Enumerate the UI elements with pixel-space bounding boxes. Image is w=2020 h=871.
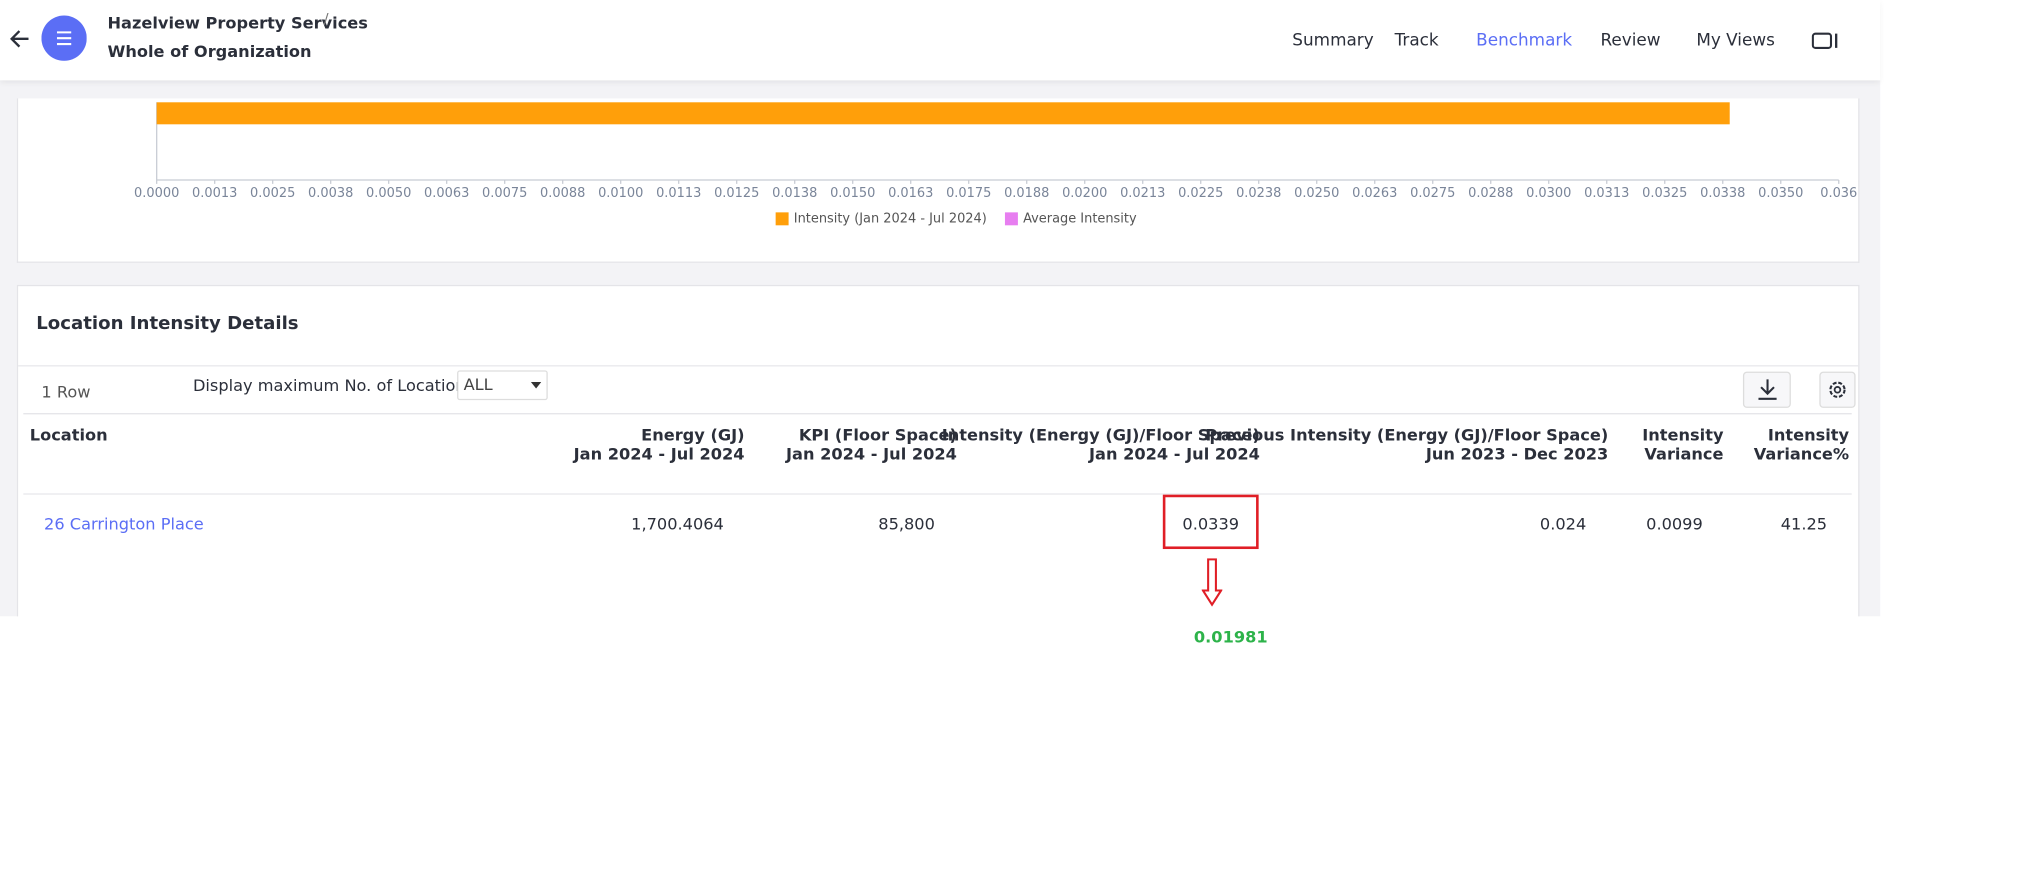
annotation-arrow <box>1201 558 1223 607</box>
divider <box>18 365 1859 367</box>
column-header[interactable]: Previous Intensity (Energy (GJ)/Floor Sp… <box>1205 424 1609 445</box>
table-cell: 1,700.4064 <box>631 514 724 534</box>
x-tick-label: 0.0288 <box>1468 186 1513 201</box>
column-header[interactable]: Energy (GJ) <box>641 424 745 445</box>
x-tick-label: 0.0175 <box>946 186 991 201</box>
x-tick-label: 0.0325 <box>1642 186 1687 201</box>
menu-button[interactable] <box>41 15 87 61</box>
x-tick-label: 0.0063 <box>424 186 469 201</box>
nav-summary[interactable]: Summary <box>1292 31 1374 51</box>
x-tick-label: 0.0300 <box>1526 186 1571 201</box>
x-tick-label: 0.0075 <box>482 186 527 201</box>
column-header[interactable]: Jun 2023 - Dec 2023 <box>1425 444 1609 464</box>
x-tick-label: 0.0013 <box>192 186 237 201</box>
column-header[interactable]: Intensity <box>1767 424 1850 445</box>
column-header[interactable]: Jan 2024 - Jul 2024 <box>573 444 745 464</box>
nav-my-views[interactable]: My Views <box>1696 31 1775 51</box>
column-header[interactable]: Variance% <box>1753 444 1850 464</box>
blank-area <box>0 616 2020 871</box>
dropdown-caret <box>530 381 542 389</box>
nav-track[interactable]: Track <box>1394 31 1439 51</box>
x-tick-label: 0.0025 <box>250 186 295 201</box>
x-tick-label: 0.0050 <box>366 186 411 201</box>
table-top-border <box>23 413 1852 415</box>
x-tick-label: 0.0238 <box>1236 186 1281 201</box>
nav-review[interactable]: Review <box>1600 31 1661 51</box>
column-header[interactable]: Intensity (Energy (GJ)/Floor Space) <box>941 424 1260 445</box>
column-header[interactable]: Variance <box>1644 444 1724 464</box>
x-tick-label: 0.0350 <box>1758 186 1803 201</box>
column-header[interactable]: Jan 2024 - Jul 2024 <box>786 444 957 464</box>
table-card <box>16 284 1860 638</box>
settings-icon <box>1829 381 1846 398</box>
column-header[interactable]: Intensity <box>1642 424 1724 445</box>
nav-benchmark[interactable]: Benchmark <box>1476 31 1573 51</box>
top-bar: Hazelview Property Services / Whole of O… <box>0 0 1881 81</box>
column-header[interactable]: KPI (Floor Space) <box>798 424 957 445</box>
legend-label: Average Intensity <box>1023 212 1137 227</box>
bar <box>156 102 1730 125</box>
x-tick-label: 0.0313 <box>1584 186 1629 201</box>
chart: 0.0000 0.0013 0.0025 0.0038 0.0050 0.0063 0.00… <box>134 102 1857 227</box>
highlight-box <box>1162 494 1259 550</box>
settings-button[interactable] <box>1819 371 1856 408</box>
header-bottom-border <box>23 493 1852 495</box>
x-tick-label: 0.0100 <box>598 186 643 201</box>
table-cell: 41.25 <box>1780 514 1828 534</box>
x-tick-label: 0.0200 <box>1062 186 1107 201</box>
table-cell: 0.024 <box>1539 514 1587 534</box>
table-cell: 0.0339 <box>1182 514 1240 534</box>
row-count: 1 Row <box>41 381 91 402</box>
column-header[interactable]: Location <box>29 424 108 445</box>
legend-swatch <box>775 212 789 226</box>
x-tick-label: 0.0150 <box>830 186 875 201</box>
max-locations-select[interactable]: ALL <box>457 370 548 401</box>
download-icon <box>1758 379 1777 400</box>
column-header[interactable]: Jan 2024 - Jul 2024 <box>1089 444 1260 464</box>
x-tick-label: 0.0275 <box>1410 186 1455 201</box>
scope-name[interactable]: Whole of Organization <box>107 41 312 61</box>
section-title: Location Intensity Details <box>36 313 299 335</box>
x-tick-label: 0.0263 <box>1352 186 1397 201</box>
x-tick-label: 0.0338 <box>1700 186 1745 201</box>
x-tick-label: 0.0188 <box>1004 186 1049 201</box>
x-tick-label: 0.0000 <box>134 186 179 201</box>
organization-name[interactable]: Hazelview Property Services <box>107 12 368 33</box>
back-button[interactable] <box>8 27 31 50</box>
x-tick-label: 0.0213 <box>1120 186 1165 201</box>
x-tick-label: 0.0225 <box>1178 186 1223 201</box>
x-tick-label: 0.0088 <box>540 186 585 201</box>
legend-label: Intensity (Jan 2024 - Jul 2024) <box>794 212 987 227</box>
table-cell: 0.0099 <box>1646 514 1703 534</box>
annotation-value-overlay: 0.01981 <box>1193 626 1268 647</box>
x-tick-label: 0.0250 <box>1294 186 1339 201</box>
download-button[interactable] <box>1742 371 1791 408</box>
legend-swatch <box>1004 212 1018 226</box>
x-tick-label: 0.0138 <box>772 186 817 201</box>
x-tick-label: 0.0113 <box>656 186 701 201</box>
table-cell: 85,800 <box>878 514 935 534</box>
breadcrumb-separator: / <box>323 10 329 28</box>
max-locations-label: Display maximum No. of Locations: <box>192 375 480 395</box>
view-toggle[interactable] <box>1811 31 1840 52</box>
x-tick-label: 0.0163 <box>888 186 933 201</box>
x-tick-label: 0.036 <box>1820 186 1857 201</box>
x-tick-label: 0.0125 <box>714 186 759 201</box>
select-value: ALL <box>463 374 493 394</box>
x-tick-label: 0.0038 <box>308 186 353 201</box>
location-link[interactable]: 26 Carrington Place <box>44 514 204 534</box>
